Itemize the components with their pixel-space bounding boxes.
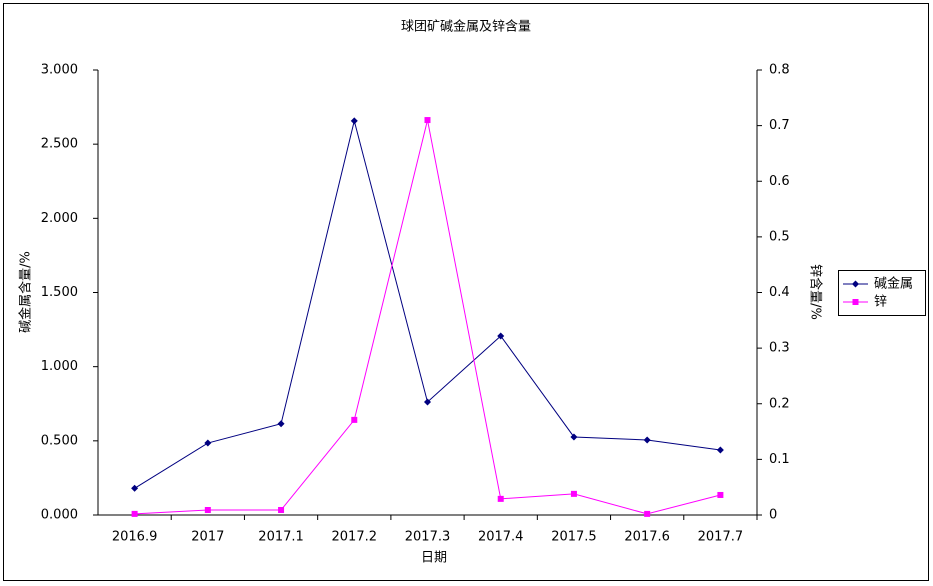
x-axis-label: 日期 <box>421 551 447 566</box>
y2-tick-label: 0.5 <box>769 229 790 244</box>
y-tick-label: 0.500 <box>41 433 78 448</box>
y2-tick-label: 0.3 <box>769 341 790 356</box>
y-tick-label: 1.000 <box>41 359 78 374</box>
legend-marker <box>852 299 859 305</box>
y-tick-label: 2.000 <box>41 211 78 226</box>
data-point <box>351 416 358 423</box>
data-point <box>350 117 358 125</box>
data-point <box>424 117 431 124</box>
y2-tick-label: 0.1 <box>769 452 790 467</box>
data-point <box>277 420 285 428</box>
legend <box>838 270 926 316</box>
y2-tick-label: 0.4 <box>769 285 790 300</box>
x-tick-label: 2017.6 <box>624 530 670 545</box>
legend-label: 碱金属 <box>874 276 913 292</box>
chart-title: 球团矿碱金属及锌含量 <box>401 19 531 35</box>
data-point <box>716 446 724 454</box>
y2-tick-label: 0.2 <box>769 396 790 411</box>
data-point <box>644 510 651 517</box>
x-tick-label: 2016.9 <box>112 530 158 545</box>
y2-tick-label: 0.7 <box>769 118 790 133</box>
x-tick-label: 2017.2 <box>332 530 378 545</box>
x-tick-label: 2017.3 <box>405 530 451 545</box>
y2-tick-label: 0.8 <box>769 63 790 78</box>
legend-marker <box>852 280 859 288</box>
data-point <box>497 495 504 502</box>
x-tick-label: 2017 <box>191 530 224 545</box>
y-tick-label: 2.500 <box>41 137 78 152</box>
data-point <box>278 506 285 513</box>
data-point <box>717 491 724 498</box>
data-point <box>204 506 211 513</box>
x-tick-label: 2017.5 <box>551 530 597 545</box>
data-point <box>204 439 212 447</box>
legend-label: 锌 <box>874 295 887 310</box>
x-tick-label: 2017.4 <box>478 530 524 545</box>
y-tick-label: 1.500 <box>41 285 78 300</box>
y2-axis-label: 锌含量/% <box>808 264 824 320</box>
data-point <box>131 484 139 492</box>
data-point <box>424 398 431 406</box>
data-point <box>497 332 505 340</box>
data-point <box>570 433 578 441</box>
y-axis-label: 碱金属含量/% <box>18 251 34 333</box>
data-point <box>643 436 651 444</box>
y-tick-label: 3.000 <box>41 63 78 78</box>
data-point <box>570 490 577 497</box>
chart-border <box>3 3 929 581</box>
data-point <box>131 510 138 517</box>
y-tick-label: 0.000 <box>41 508 78 523</box>
y2-tick-label: 0 <box>769 508 777 523</box>
y2-tick-label: 0.6 <box>769 174 790 189</box>
x-tick-label: 2017.7 <box>698 530 744 545</box>
x-tick-label: 2017.1 <box>258 530 304 545</box>
